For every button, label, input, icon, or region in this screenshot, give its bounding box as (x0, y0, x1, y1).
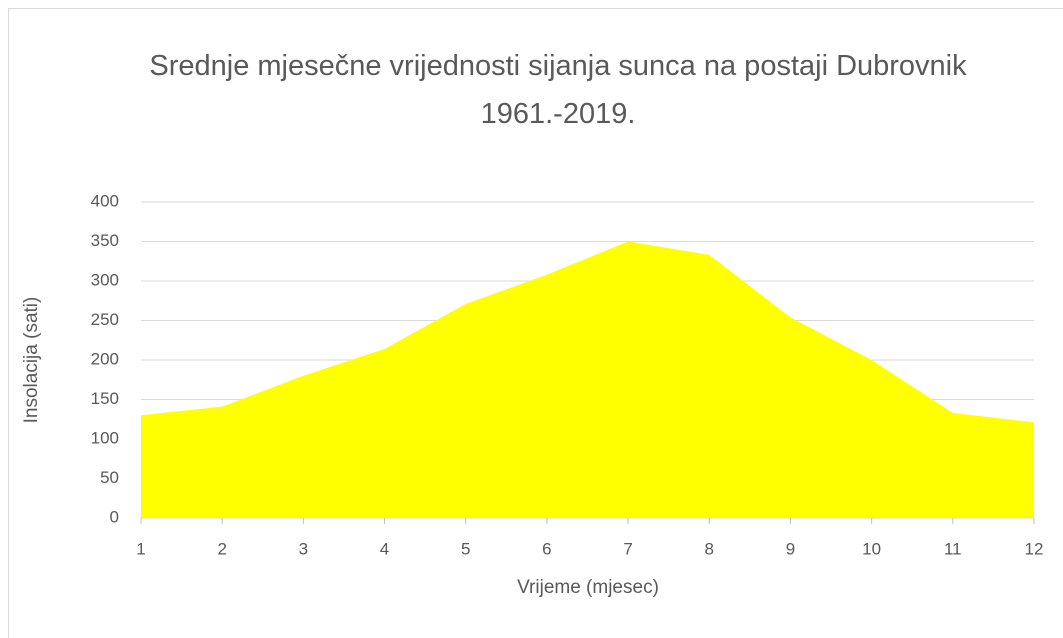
y-tick-label: 0 (110, 507, 119, 526)
y-tick-label: 200 (91, 349, 119, 368)
x-tick-label: 9 (786, 539, 795, 558)
y-axis-title: Insolacija (sati) (21, 297, 42, 424)
y-tick-label: 350 (91, 231, 119, 250)
y-tick-label: 150 (91, 389, 119, 408)
area (141, 241, 1034, 518)
x-tick-label: 8 (705, 539, 714, 558)
x-tick-label: 7 (623, 539, 632, 558)
x-tick-label: 1 (136, 539, 145, 558)
x-axis-title: Vrijeme (mjesec) (517, 577, 659, 598)
x-tick-label: 11 (944, 539, 962, 558)
y-tick-label: 400 (91, 191, 119, 210)
y-tick-label: 250 (91, 310, 119, 329)
x-tick-label: 4 (380, 539, 389, 558)
chart-frame (8, 8, 1063, 638)
x-tick-label: 10 (862, 539, 881, 558)
chart-title: Srednje mjesečne vrijednosti sijanja sun… (149, 50, 967, 130)
y-tick-label: 100 (91, 428, 119, 447)
x-tick-label: 2 (217, 539, 226, 558)
x-tick-label: 6 (542, 539, 551, 558)
x-tick-label: 12 (1025, 539, 1044, 558)
x-tick-label: 3 (299, 539, 308, 558)
x-tick-label: 5 (461, 539, 470, 558)
y-tick-label: 50 (100, 468, 119, 487)
y-tick-label: 300 (91, 270, 119, 289)
